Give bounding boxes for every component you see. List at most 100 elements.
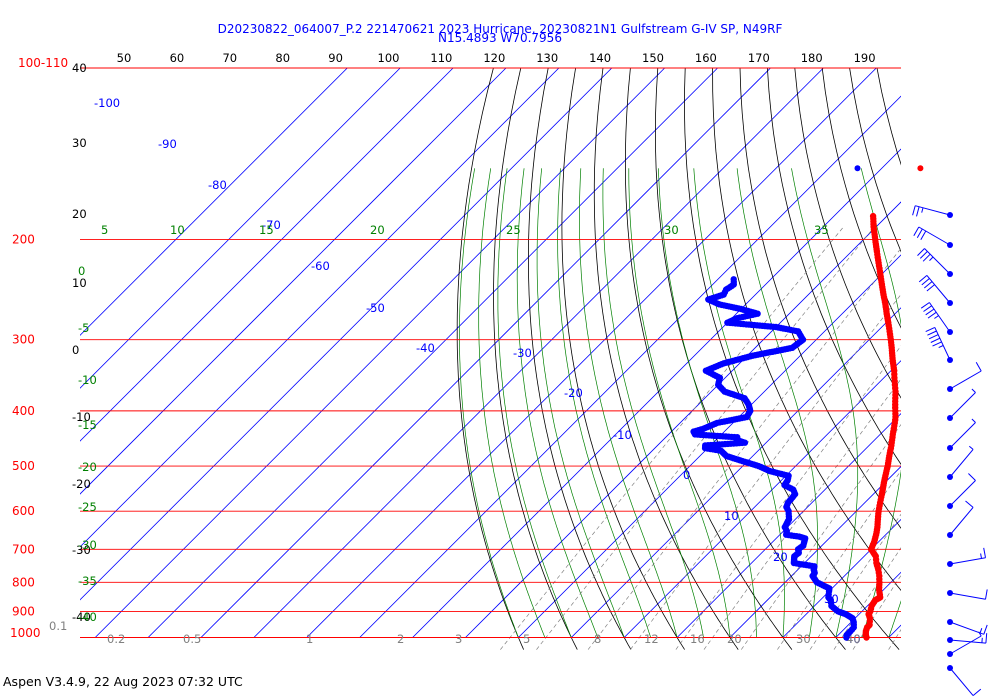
- top-axis-tick: 160: [695, 51, 717, 65]
- wind-barb: [949, 639, 986, 644]
- mixing-ratio-line: [852, 574, 901, 650]
- wind-barb-feather: [932, 341, 942, 347]
- mixing-ratio-line: [500, 226, 844, 650]
- wind-barb-feather: [913, 226, 920, 236]
- mixing-ratio-line: [703, 378, 901, 650]
- wind-barb-feather: [975, 362, 982, 372]
- pressure-label: 600: [12, 504, 35, 518]
- isolated-point: [854, 165, 861, 172]
- isotherm-label: -70: [262, 218, 281, 232]
- wind-barb-feather: [928, 334, 939, 340]
- moist-adiabat-line: [791, 168, 859, 638]
- wind-barb: [926, 275, 951, 304]
- moist-adiabat-line: [888, 600, 901, 638]
- isotherm-line: [729, 465, 901, 638]
- top-axis-tick: 70: [222, 51, 237, 65]
- wind-barb-feather: [912, 205, 916, 216]
- wind-barb-feather: [920, 302, 930, 309]
- wind-barb-feather: [925, 326, 936, 333]
- wind-barb-feather: [983, 624, 988, 635]
- wind-barb-feather: [985, 633, 988, 644]
- wind-barb-feather: [923, 281, 933, 289]
- wind-barb: [949, 592, 986, 600]
- dry-adiabat-line: [561, 68, 685, 650]
- isotherm-line: [782, 518, 901, 638]
- wind-barb-feather: [917, 248, 925, 256]
- wind-barb-feather: [922, 253, 931, 262]
- top-axis-tick: 80: [275, 51, 290, 65]
- pressure-label: 700: [12, 542, 35, 556]
- pressure-label: 500: [12, 459, 35, 473]
- pressure-label: 300: [12, 333, 35, 347]
- dry-adiabat-line: [932, 68, 1000, 650]
- wind-barb: [915, 205, 951, 216]
- wind-barb: [949, 422, 976, 449]
- isotherm-line: [518, 254, 901, 638]
- isotherm-line: [995, 68, 1000, 638]
- left-temp-label: -40: [72, 610, 91, 624]
- mixing-ratio-label: 0.2: [107, 632, 125, 646]
- left-moist-label: -5: [78, 321, 89, 335]
- isotherm-line: [676, 413, 901, 638]
- left-moist-label: -35: [78, 574, 97, 588]
- top-axis-tick: 110: [430, 51, 452, 65]
- wind-barb-feather: [934, 315, 939, 319]
- dry-adiabat-line: [767, 68, 901, 466]
- moist-adiabat-label: 30: [664, 223, 679, 237]
- wind-barb-feather: [965, 500, 974, 508]
- moist-adiabat-line: [536, 168, 625, 638]
- moist-adiabat-label: 15: [259, 223, 274, 237]
- dry-adiabat-line: [625, 68, 793, 650]
- wind-barb-feather: [921, 278, 930, 286]
- chart-title-line1: D20230822_064007_P.2 221470621 2023 Hurr…: [217, 22, 783, 36]
- isotherm-line: [623, 360, 901, 638]
- mixing-ratio-label: 30: [796, 632, 811, 646]
- moist-adiabat-line: [516, 168, 599, 638]
- mixing-ratio-label: 1: [306, 632, 313, 646]
- top-axis-tick: 60: [170, 51, 185, 65]
- pressure-label: 800: [12, 575, 35, 589]
- wind-barb: [934, 327, 951, 361]
- isotherm-label: -30: [513, 346, 532, 360]
- wind-barb: [949, 621, 984, 635]
- mixing-ratio-label: 12: [644, 632, 659, 646]
- wind-barb: [949, 392, 976, 419]
- wind-barb-feather: [921, 207, 924, 213]
- mixing-ratio-label: 2: [397, 632, 404, 646]
- isotherm-line: [465, 201, 901, 638]
- dry-adiabat-line: [456, 68, 524, 650]
- mixing-ratio-line: [741, 423, 901, 650]
- wind-barb: [949, 370, 982, 390]
- mixing-ratio-label: 16: [690, 632, 705, 646]
- dry-adiabat-line: [959, 68, 1000, 650]
- dry-adiabat-line: [821, 68, 901, 329]
- wind-barb-feather: [938, 345, 944, 349]
- isotherm-label: 10: [724, 509, 739, 523]
- dry-adiabat-line: [794, 68, 901, 399]
- top-axis-tick: 50: [117, 51, 132, 65]
- mixing-ratio-line: [888, 629, 901, 650]
- wind-barb-feather: [929, 256, 934, 261]
- left-temp-label: 30: [72, 136, 87, 150]
- wind-barb: [949, 449, 974, 478]
- mixing-ratio-label: 0.5: [183, 632, 201, 646]
- left-moist-label: -10: [78, 373, 97, 387]
- wind-barb: [928, 302, 951, 333]
- wind-barb-feather: [930, 337, 941, 343]
- wind-barb: [949, 557, 986, 565]
- wind-barb-feather: [916, 228, 923, 238]
- top-axis-tick: 170: [748, 51, 770, 65]
- left-moist-label: -40: [78, 610, 97, 624]
- dry-adiabat-line: [655, 68, 846, 650]
- moist-adiabat-line: [658, 168, 757, 638]
- mixing-ratio-label: 8: [594, 632, 601, 646]
- dry-adiabat-line: [987, 68, 1000, 650]
- left-temp-label: -10: [72, 410, 91, 424]
- isotherm-line: [80, 68, 507, 495]
- wind-barb-feather: [971, 388, 976, 393]
- isolated-point: [917, 165, 924, 172]
- dry-adiabat-line: [712, 68, 901, 592]
- wind-barb-feather: [920, 230, 927, 240]
- wind-barb-feather: [978, 631, 982, 637]
